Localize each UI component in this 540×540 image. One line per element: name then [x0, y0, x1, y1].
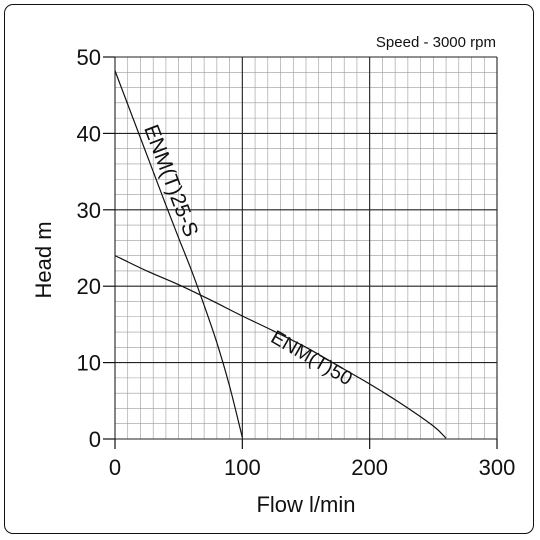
axis-ticks: [103, 56, 498, 449]
x-tick-label: 200: [351, 455, 388, 480]
minor-grid: [114, 56, 498, 440]
x-tick-labels: 0 100 200 300: [109, 455, 515, 480]
series-lines: [114, 70, 447, 439]
series-label-1: ENM(T)25-S: [139, 122, 202, 240]
y-tick-label: 20: [77, 274, 101, 299]
x-tick-label: 0: [109, 455, 121, 480]
y-tick-label: 0: [89, 427, 101, 452]
y-tick-label: 40: [77, 121, 101, 146]
y-tick-label: 50: [77, 45, 101, 70]
y-axis-label: Head m: [31, 221, 56, 298]
series-line-2: [114, 255, 447, 439]
x-axis-label: Flow l/min: [256, 492, 355, 517]
chart-title: Speed - 3000 rpm: [376, 34, 496, 51]
x-tick-label: 100: [224, 455, 261, 480]
y-tick-label: 30: [77, 198, 101, 223]
chart-frame: [4, 4, 534, 534]
y-tick-label: 10: [77, 351, 101, 376]
major-grid: [114, 56, 498, 440]
x-tick-label: 300: [479, 455, 516, 480]
series-line-1: [114, 70, 243, 438]
y-tick-labels: 0 10 20 30 40 50: [77, 45, 101, 452]
